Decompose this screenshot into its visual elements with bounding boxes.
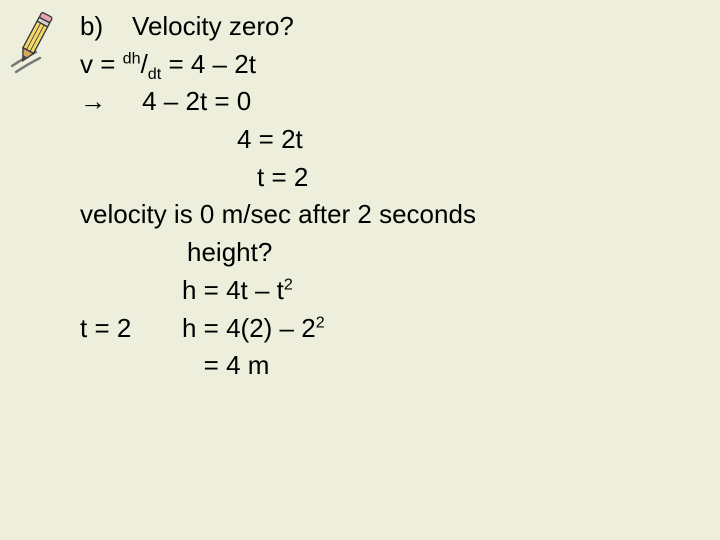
dh-sup: dh xyxy=(123,49,141,67)
derivative-value: = 4 – 2t xyxy=(161,49,256,79)
line-2: v = dh/dt = 4 – 2t xyxy=(80,46,476,84)
line-9: t = 2 h = 4(2) – 22 xyxy=(80,310,476,348)
t-squared: 2 xyxy=(284,275,293,293)
line-5: t = 2 xyxy=(80,159,476,197)
two-squared: 2 xyxy=(316,313,325,331)
height-substituted: h = 4(2) – 2 xyxy=(182,313,316,343)
line-4: 4 = 2t xyxy=(80,121,476,159)
height-answer: = 4 m xyxy=(182,350,269,380)
arrow: → xyxy=(80,86,106,116)
slash: / xyxy=(141,49,148,79)
v-equals: v = xyxy=(80,49,123,79)
height-formula: h = 4t – t xyxy=(182,275,284,305)
line-1: b) Velocity zero? xyxy=(80,8,476,46)
question-height: height? xyxy=(187,237,272,267)
dt-sub: dt xyxy=(148,65,161,83)
velocity-answer: velocity is 0 m/sec after 2 seconds xyxy=(80,199,476,229)
t-equals-2-label: t = 2 xyxy=(80,310,182,348)
eq-set-zero: 4 – 2t = 0 xyxy=(142,86,251,116)
line-8: h = 4t – t2 xyxy=(80,272,476,310)
pencil-icon xyxy=(6,6,64,87)
part-b-label: b) xyxy=(80,11,103,41)
line-10: = 4 m xyxy=(80,347,476,385)
line-6: velocity is 0 m/sec after 2 seconds xyxy=(80,196,476,234)
question-velocity: Velocity zero? xyxy=(132,11,294,41)
math-content: b) Velocity zero? v = dh/dt = 4 – 2t → 4… xyxy=(80,8,476,385)
line-7: height? xyxy=(80,234,476,272)
line-3: → 4 – 2t = 0 xyxy=(80,83,476,121)
eq-t-equals-2: t = 2 xyxy=(257,162,308,192)
eq-step-1: 4 = 2t xyxy=(237,124,303,154)
